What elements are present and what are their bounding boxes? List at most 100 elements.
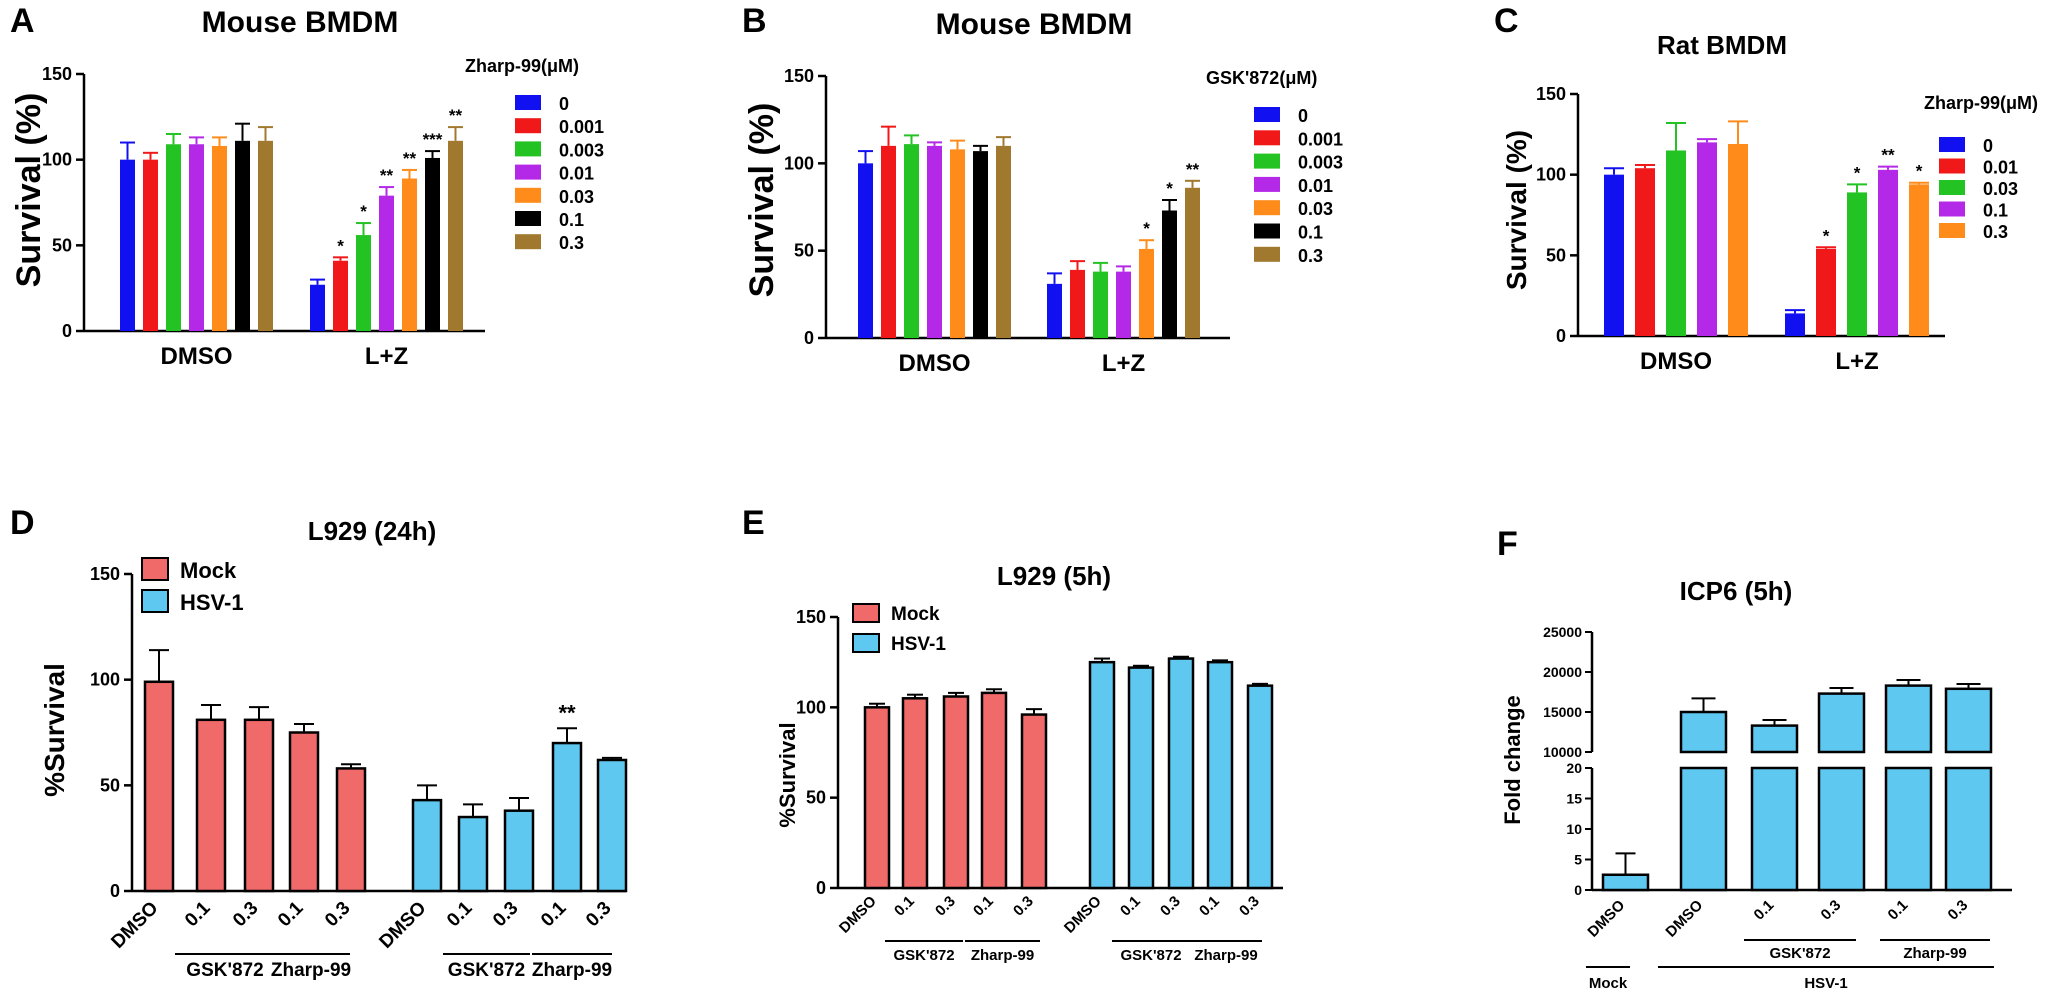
panel-label-a: A — [10, 2, 35, 40]
bar-b-lz-2 — [1093, 271, 1108, 338]
significance-mark-c: * — [1854, 163, 1861, 182]
legend-swatch-a — [515, 141, 541, 157]
bar-a-lz-4 — [402, 178, 417, 331]
bar-b-dmso-6 — [996, 145, 1011, 338]
legend-label-d: HSV-1 — [180, 590, 244, 615]
bar-b-dmso-4 — [950, 149, 965, 338]
bar-c-dmso-1 — [1635, 168, 1655, 336]
y-tick-label-f: 25000 — [1543, 624, 1582, 640]
bar-c-dmso-3 — [1697, 142, 1717, 336]
legend-swatch-a — [515, 95, 541, 110]
x-category-label-d: 0.1 — [274, 897, 308, 931]
legend-label-a: 0 — [559, 94, 569, 114]
plot-area-e: 0 50 100 150 DMSO 0.1 0.3 0.1 0.3 DMSO 0.1 0.3 0.1 0.… — [796, 603, 1283, 964]
y-tick-label-b: 0 — [804, 328, 814, 348]
panel-d: D L929 (24h) %Survival — [10, 504, 436, 797]
bar-a-lz-1 — [333, 260, 348, 331]
legend-title-c: Zharp-99(μM) — [1924, 93, 2038, 113]
legend-label-d: Mock — [180, 558, 237, 583]
bar-a-dmso-4 — [212, 145, 227, 331]
legend-swatch-d — [141, 557, 169, 581]
legend-label-c: 0.1 — [1983, 201, 2008, 221]
bar-a-dmso-1 — [143, 159, 158, 331]
significance-mark-a: * — [360, 202, 367, 221]
x-category-label-a: DMSO — [161, 343, 233, 370]
bar-e-0 — [863, 706, 891, 890]
bar-a-dmso-5 — [235, 140, 250, 331]
legend-swatch-a — [515, 187, 541, 203]
y-tick-label-c: 100 — [1536, 165, 1566, 185]
significance-mark-c: * — [1823, 226, 1830, 245]
y-tick-label-a: 50 — [52, 235, 72, 255]
bar-c-dmso-0 — [1604, 174, 1624, 336]
legend-label-a: 0.03 — [559, 187, 594, 207]
bar-c-dmso-2 — [1666, 150, 1686, 336]
x-category-label-e: 0.1 — [970, 893, 997, 920]
bar-f-lower-1 — [1679, 766, 1728, 892]
chart-title-f: ICP6 (5h) — [1680, 576, 1793, 606]
legend-label-a: 0.1 — [559, 210, 584, 230]
bar-d-6 — [457, 815, 489, 893]
x-category-label-e: 0.3 — [932, 893, 959, 920]
bar-c-lz-2 — [1847, 192, 1867, 336]
condition-label-f: Mock — [1589, 975, 1628, 992]
bar-b-lz-4 — [1139, 248, 1154, 338]
x-category-label-e: 0.1 — [1117, 893, 1144, 920]
bar-c-lz-0 — [1785, 313, 1805, 336]
x-category-label-d: 0.3 — [321, 898, 355, 932]
y-axis-label-a: Survival (%) — [10, 93, 48, 288]
legend-swatch-c — [1939, 201, 1965, 217]
bar-a-lz-5 — [425, 157, 440, 331]
panel-b: B Mouse BMDM Survival (%) GSK'872(μM) — [742, 2, 1317, 297]
y-tick-label-e: 0 — [816, 878, 826, 898]
y-tick-label-f: 20 — [1566, 760, 1582, 776]
y-tick-label-f: 10 — [1566, 821, 1582, 837]
chart-title-c: Rat BMDM — [1657, 30, 1787, 60]
legend-swatch-a — [515, 164, 541, 180]
legend-swatch-e — [852, 633, 880, 653]
x-category-label-f: 0.1 — [1751, 897, 1778, 924]
bar-a-dmso-0 — [120, 159, 135, 331]
group-label-e: GSK'872 — [1120, 947, 1181, 964]
significance-mark-a: ** — [449, 106, 463, 125]
legend-label-b: 0.01 — [1298, 176, 1333, 196]
panel-e: E L929 (5h) %Survival — [742, 504, 1111, 828]
bar-d-9 — [596, 758, 628, 893]
significance-mark-b: ** — [1186, 160, 1200, 179]
x-category-label-d: 0.1 — [537, 897, 571, 931]
bar-e-9 — [1246, 684, 1274, 890]
bar-a-dmso-3 — [189, 144, 204, 331]
legend-label-a: 0.01 — [559, 164, 594, 184]
legend-swatch-c — [1939, 223, 1965, 238]
panel-a: A Mouse BMDM Survival (%) Zharp-99(μM) — [10, 2, 579, 287]
bar-d-7 — [503, 809, 535, 893]
significance-mark-c: * — [1916, 162, 1923, 181]
plot-area-b: 050100150DMSO****L+Z00.0010.0030.010.030… — [784, 66, 1343, 377]
significance-mark-b: * — [1143, 219, 1150, 238]
legend-swatch-d — [141, 589, 169, 613]
legend-label-c: 0.3 — [1983, 222, 2008, 242]
panel-label-f: F — [1497, 525, 1518, 563]
legend-title-a: Zharp-99(μM) — [465, 56, 579, 76]
legend-label-e: Mock — [891, 604, 940, 625]
bar-f-2 — [1750, 724, 1799, 754]
bar-f-3 — [1817, 692, 1866, 754]
significance-mark-a: ** — [403, 149, 417, 168]
x-category-label-b: DMSO — [899, 350, 971, 377]
y-tick-label-e: 100 — [796, 697, 826, 717]
legend-label-c: 0.03 — [1983, 179, 2018, 199]
y-tick-label-a: 0 — [62, 321, 72, 341]
bar-a-dmso-2 — [166, 144, 181, 331]
bar-b-dmso-1 — [881, 145, 896, 338]
y-tick-label-f: 20000 — [1543, 664, 1582, 680]
panel-f: F ICP6 (5h) Fold change — [1497, 525, 1792, 825]
bar-a-dmso-6 — [258, 140, 273, 331]
panel-label-e: E — [742, 504, 765, 542]
bar-d-2 — [243, 718, 275, 893]
x-category-label-e: DMSO — [1061, 893, 1105, 937]
y-tick-label-d: 100 — [90, 670, 120, 690]
bar-b-dmso-2 — [904, 144, 919, 338]
group-label-d: Zharp-99 — [271, 960, 351, 981]
legend-swatch-a — [515, 234, 541, 250]
